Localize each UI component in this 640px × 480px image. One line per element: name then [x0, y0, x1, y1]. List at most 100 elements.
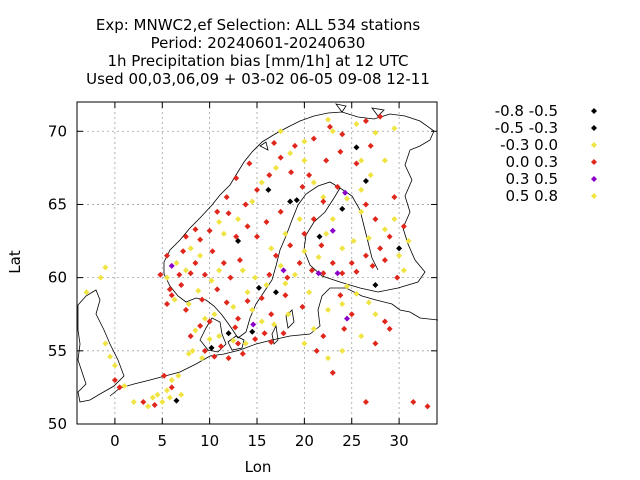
- data-point: [301, 230, 308, 237]
- data-point: [239, 350, 246, 357]
- data-point: [164, 387, 170, 394]
- data-point: [211, 353, 218, 360]
- axis-ticks: 0 5 10 15 20 25 30 50 55 60 65 70: [48, 102, 437, 450]
- y-tick-label: 55: [48, 342, 67, 360]
- data-point: [268, 339, 275, 346]
- data-points: [83, 113, 431, 410]
- data-point: [176, 271, 183, 278]
- data-point: [362, 252, 369, 259]
- data-point: [214, 208, 221, 215]
- data-point: [235, 340, 242, 347]
- data-point: [325, 355, 332, 362]
- data-point: [97, 274, 104, 281]
- y-tick-label: 60: [48, 269, 67, 287]
- data-point: [323, 230, 330, 237]
- data-point: [296, 260, 303, 266]
- data-point: [201, 347, 208, 354]
- data-point: [164, 300, 170, 307]
- data-point: [201, 315, 208, 322]
- data-point: [337, 148, 344, 155]
- data-point: [318, 242, 325, 249]
- data-point: [358, 186, 365, 193]
- data-point: [396, 245, 403, 252]
- data-point: [299, 183, 306, 190]
- data-point: [111, 377, 118, 384]
- data-point: [255, 284, 262, 291]
- data-point: [396, 252, 403, 259]
- data-point: [121, 382, 128, 389]
- data-point: [284, 274, 291, 281]
- data-point: [362, 201, 369, 208]
- data-point: [339, 270, 346, 277]
- data-point: [263, 219, 270, 226]
- data-point: [282, 292, 289, 299]
- data-point: [277, 262, 284, 269]
- data-point: [185, 300, 192, 307]
- series-2: [83, 120, 412, 410]
- data-point: [315, 254, 322, 261]
- data-point: [362, 118, 369, 125]
- data-point: [216, 333, 223, 340]
- data-point: [258, 295, 265, 302]
- data-point: [265, 186, 272, 193]
- data-point: [282, 230, 289, 237]
- data-point: [381, 318, 388, 325]
- data-point: [288, 169, 295, 176]
- title-line-2: Period: 20240601-20240630: [151, 34, 366, 52]
- data-point: [157, 271, 164, 278]
- data-point: [249, 328, 256, 335]
- data-point: [236, 257, 243, 264]
- data-point: [173, 260, 180, 266]
- data-point: [386, 233, 393, 240]
- data-point: [225, 355, 232, 362]
- data-point: [268, 311, 275, 318]
- data-point: [334, 183, 341, 190]
- data-point: [301, 248, 308, 255]
- data-point: [325, 306, 332, 313]
- data-point: [239, 267, 246, 274]
- data-point: [310, 179, 317, 186]
- data-point: [306, 289, 313, 296]
- data-point: [353, 120, 360, 127]
- data-point: [287, 150, 294, 157]
- data-point: [285, 311, 292, 318]
- data-point: [168, 384, 175, 391]
- data-point: [272, 164, 279, 171]
- data-point: [263, 281, 270, 288]
- data-point: [372, 340, 379, 347]
- data-point: [320, 194, 327, 201]
- data-point: [154, 391, 161, 398]
- data-point: [410, 399, 417, 406]
- data-point: [199, 355, 206, 362]
- data-point: [372, 216, 379, 223]
- x-tick-label: 20: [295, 432, 314, 450]
- data-point: [313, 347, 320, 354]
- data-point: [261, 330, 268, 337]
- data-point: [372, 311, 379, 318]
- data-point: [301, 340, 308, 347]
- data-point: [216, 267, 223, 274]
- series-0: [173, 144, 403, 404]
- legend-marker: [591, 176, 597, 182]
- data-point: [187, 245, 194, 252]
- data-point: [250, 321, 257, 328]
- data-point: [339, 131, 346, 138]
- data-point: [377, 113, 384, 120]
- data-point: [277, 154, 284, 161]
- y-tick-label: 65: [48, 195, 67, 213]
- data-point: [362, 399, 369, 406]
- grid-lines: [77, 102, 437, 425]
- title-line-1: Exp: MNWC2,ef Selection: ALL 534 station…: [96, 16, 420, 34]
- data-point: [151, 401, 158, 408]
- data-point: [344, 315, 350, 322]
- data-point: [244, 223, 251, 230]
- data-point: [111, 362, 118, 369]
- data-point: [180, 248, 187, 255]
- data-point: [83, 289, 90, 296]
- y-axis-label: Lat: [6, 250, 24, 274]
- data-point: [277, 208, 284, 215]
- data-point: [316, 233, 323, 240]
- data-point: [249, 198, 256, 205]
- data-point: [329, 227, 336, 234]
